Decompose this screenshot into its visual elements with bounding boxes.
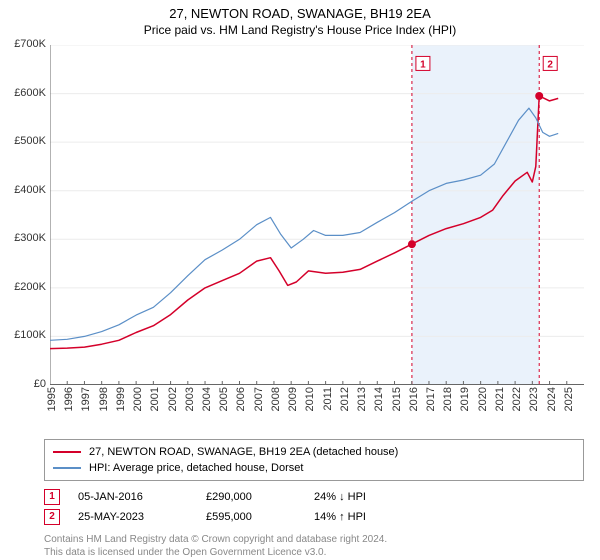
sale-delta: 24% ↓ HPI: [314, 487, 366, 507]
legend-row: 27, NEWTON ROAD, SWANAGE, BH19 2EA (deta…: [53, 444, 575, 460]
y-tick-label: £100K: [0, 329, 46, 341]
x-tick-label: 2005: [218, 387, 230, 411]
sale-price: £290,000: [206, 487, 296, 507]
x-tick-label: 2004: [201, 387, 213, 411]
sale-date: 05-JAN-2016: [78, 487, 188, 507]
x-tick-label: 2017: [425, 387, 437, 411]
sale-price: £595,000: [206, 507, 296, 527]
x-tick-label: 2000: [132, 387, 144, 411]
x-tick-label: 2020: [477, 387, 489, 411]
x-tick-label: 2009: [287, 387, 299, 411]
x-tick-label: 2022: [511, 387, 523, 411]
chart-titles: 27, NEWTON ROAD, SWANAGE, BH19 2EA Price…: [0, 0, 600, 37]
sale-row: 1 05-JAN-2016 £290,000 24% ↓ HPI: [44, 487, 584, 507]
x-tick-label: 2019: [459, 387, 471, 411]
x-tick-label: 2006: [235, 387, 247, 411]
y-tick-label: £300K: [0, 232, 46, 244]
x-tick-label: 2003: [184, 387, 196, 411]
sale-marker: 2: [44, 509, 60, 525]
legend: 27, NEWTON ROAD, SWANAGE, BH19 2EA (deta…: [44, 439, 584, 481]
x-tick-label: 2010: [304, 387, 316, 411]
x-axis-ticks: 1995199619971998199920002001200220032004…: [50, 385, 584, 435]
x-tick-label: 1995: [46, 387, 58, 411]
x-tick-label: 2021: [494, 387, 506, 411]
x-tick-label: 2008: [270, 387, 282, 411]
x-tick-label: 2023: [528, 387, 540, 411]
x-tick-label: 2018: [442, 387, 454, 411]
footer-notes: Contains HM Land Registry data © Crown c…: [44, 533, 584, 559]
x-tick-label: 2015: [391, 387, 403, 411]
x-tick-label: 2016: [408, 387, 420, 411]
title-address: 27, NEWTON ROAD, SWANAGE, BH19 2EA: [0, 6, 600, 21]
x-tick-label: 2002: [167, 387, 179, 411]
x-tick-label: 2007: [253, 387, 265, 411]
y-tick-label: £600K: [0, 87, 46, 99]
x-tick-label: 1998: [98, 387, 110, 411]
chart-svg: 12: [50, 45, 584, 385]
x-tick-label: 1997: [80, 387, 92, 411]
legend-swatch: [53, 467, 81, 469]
svg-text:2: 2: [547, 59, 553, 70]
legend-label: 27, NEWTON ROAD, SWANAGE, BH19 2EA (deta…: [89, 444, 398, 460]
x-tick-label: 1996: [63, 387, 75, 411]
legend-row: HPI: Average price, detached house, Dors…: [53, 460, 575, 476]
sale-row: 2 25-MAY-2023 £595,000 14% ↑ HPI: [44, 507, 584, 527]
title-sub: Price paid vs. HM Land Registry's House …: [0, 23, 600, 37]
x-tick-label: 1999: [115, 387, 127, 411]
x-tick-label: 2013: [356, 387, 368, 411]
y-tick-label: £500K: [0, 135, 46, 147]
x-tick-label: 2024: [546, 387, 558, 411]
footer-line1: Contains HM Land Registry data © Crown c…: [44, 533, 584, 546]
sales-table: 1 05-JAN-2016 £290,000 24% ↓ HPI 2 25-MAY-202…: [44, 487, 584, 527]
sale-delta: 14% ↑ HPI: [314, 507, 366, 527]
y-tick-label: £0: [0, 378, 46, 390]
x-tick-label: 2011: [322, 387, 334, 411]
x-tick-label: 2014: [373, 387, 385, 411]
legend-label: HPI: Average price, detached house, Dors…: [89, 460, 303, 476]
y-tick-label: £200K: [0, 281, 46, 293]
x-tick-label: 2001: [149, 387, 161, 411]
y-tick-label: £700K: [0, 38, 46, 50]
footer-line2: This data is licensed under the Open Gov…: [44, 546, 584, 559]
y-tick-label: £400K: [0, 184, 46, 196]
x-tick-label: 2025: [563, 387, 575, 411]
chart-area: 12: [50, 45, 584, 385]
svg-text:1: 1: [420, 59, 426, 70]
sale-date: 25-MAY-2023: [78, 507, 188, 527]
legend-swatch: [53, 451, 81, 453]
x-tick-label: 2012: [339, 387, 351, 411]
sale-marker: 1: [44, 489, 60, 505]
